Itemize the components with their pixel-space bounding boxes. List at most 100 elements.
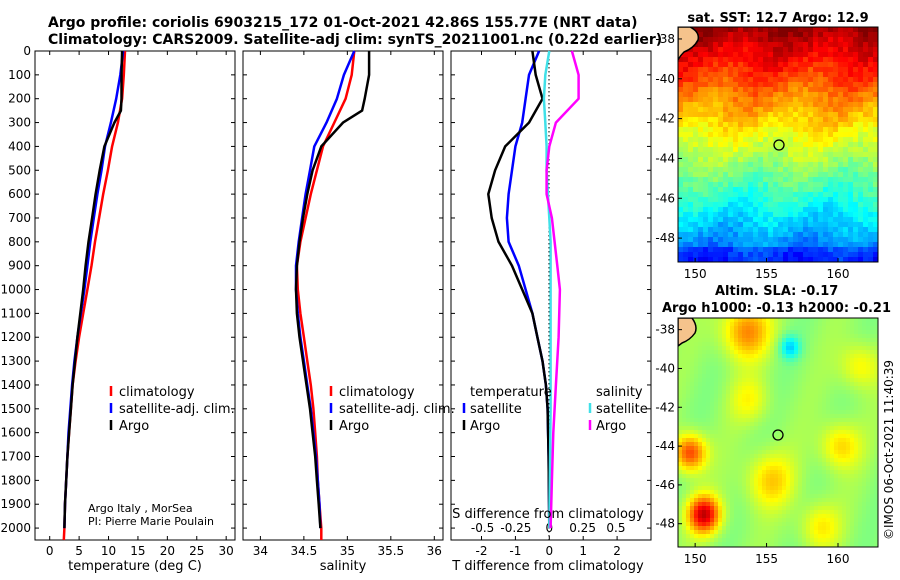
y-tick-label: 100: [8, 68, 31, 82]
series-line-t-argo: [487, 50, 551, 529]
y-tick-label: 1400: [0, 378, 31, 392]
map-y-tick-label: -42: [655, 112, 675, 126]
s-tick-label: -0.5: [471, 521, 494, 535]
sst-axes-box: [677, 26, 879, 263]
map-y-tick-label: -38: [655, 323, 675, 337]
y-tick-label: 1800: [0, 473, 31, 487]
y-tick-label: 700: [8, 211, 31, 225]
series-line-climatology: [62, 50, 127, 541]
legend-title-temperature: temperature: [470, 385, 552, 400]
x-tick-label: 34: [253, 544, 268, 558]
map-x-tick-label: 150: [684, 552, 707, 566]
legend-label-satellite: satellite-adj. clim.: [339, 402, 455, 417]
x-tick-label: 34.5: [291, 544, 318, 558]
legend-title-salinity: salinity: [596, 385, 643, 400]
map-x-tick-label: 160: [827, 267, 850, 281]
sla-axes-box: [677, 317, 879, 548]
x-tick-label: 36: [427, 544, 442, 558]
y-tick-label: 900: [8, 259, 31, 273]
series-line-argo: [63, 50, 124, 529]
x-tick-label: -1: [509, 544, 521, 558]
temperature-panel: 0100200300400500600700800900100011001200…: [0, 44, 236, 574]
argo-float-marker: [773, 139, 785, 151]
y-tick-label: 1300: [0, 354, 31, 368]
map-y-tick-label: -44: [655, 439, 675, 453]
x-tick-label: 20: [160, 544, 175, 558]
sla-map-title-line2: Argo h1000: -0.13 h2000: -0.21: [662, 301, 891, 316]
x-tick-label: 5: [75, 544, 83, 558]
credit-pi: PI: Pierre Marie Poulain: [88, 515, 214, 528]
y-tick-label: 1900: [0, 497, 31, 511]
legend-label-argo: Argo: [119, 419, 149, 434]
legend-label-t-satellite: satellite: [470, 402, 522, 417]
x-tick-label: 35: [340, 544, 355, 558]
legend-label-climatology: climatology: [119, 385, 195, 400]
salinity-legend: climatology satellite-adj. clim. Argo: [329, 385, 455, 434]
map-y-tick-label: -48: [655, 231, 675, 245]
temperature-legend: climatology satellite-adj. clim. Argo: [109, 385, 235, 434]
y-tick-label: 1600: [0, 426, 31, 440]
y-tick-label: 2000: [0, 521, 31, 535]
salinity-xlabel: salinity: [320, 559, 367, 574]
y-tick-label: 1700: [0, 450, 31, 464]
map-y-tick-label: -42: [655, 400, 675, 414]
x-tick-label: 15: [130, 544, 145, 558]
temperature-axes-box: [34, 50, 236, 541]
map-y-tick-label: -38: [655, 32, 675, 46]
map-x-tick-label: 155: [755, 267, 778, 281]
s-tick-label: 0.5: [606, 521, 625, 535]
x-tick-label: 2: [613, 544, 621, 558]
series-line-s-argo: [545, 50, 580, 529]
sst-map-title: sat. SST: 12.7 Argo: 12.9: [687, 11, 868, 26]
series-line-argo: [294, 51, 371, 529]
y-tick-label: 1000: [0, 283, 31, 297]
series-line-s-satellite: [542, 50, 552, 529]
y-tick-label: 400: [8, 139, 31, 153]
s-tick-label: -0.25: [500, 521, 531, 535]
y-tick-label: 800: [8, 235, 31, 249]
legend-label-s-argo: Argo: [596, 419, 626, 434]
series-line-satellite-adj-clim-: [294, 50, 356, 529]
map-x-tick-label: 150: [684, 267, 707, 281]
y-tick-label: 300: [8, 116, 31, 130]
figure-title-line1: Argo profile: coriolis 6903215_172 01-Oc…: [48, 15, 638, 31]
sla-map-panel: Altim. SLA: -0.17 Argo h1000: -0.13 h200…: [655, 284, 891, 566]
sla-heatmap: [678, 318, 878, 547]
x-tick-label: 1: [579, 544, 587, 558]
salinity-axes-box: [242, 50, 444, 541]
map-y-tick-label: -44: [655, 151, 675, 165]
difference-xlabel: T difference from climatology: [451, 559, 644, 574]
map-y-tick-label: -46: [655, 191, 675, 205]
sla-map-title-line1: Altim. SLA: -0.17: [715, 284, 838, 299]
legend-label-t-argo: Argo: [470, 419, 500, 434]
coastline: [678, 318, 697, 347]
legend-label-satellite: satellite-adj. clim.: [119, 402, 235, 417]
x-tick-label: 30: [219, 544, 234, 558]
salinity-panel: 34 34.5 35 35.5 36 salinity climatology sate…: [242, 50, 455, 574]
s-tick-label: 0.25: [569, 521, 596, 535]
argo-float-marker: [772, 429, 784, 441]
map-y-tick-label: -40: [655, 361, 675, 375]
x-tick-label: 0: [46, 544, 54, 558]
map-y-tick-label: -46: [655, 478, 675, 492]
map-y-tick-label: -40: [655, 72, 675, 86]
legend-label-climatology: climatology: [339, 385, 415, 400]
y-tick-label: 600: [8, 187, 31, 201]
y-tick-label: 1100: [0, 306, 31, 320]
y-tick-label: 0: [23, 44, 31, 58]
sst-heatmap: [678, 27, 878, 262]
y-tick-label: 500: [8, 163, 31, 177]
difference-panel: -2 -1 0 1 2-0.5 -0.25 0 0.25 0.5 T difference fr…: [450, 50, 652, 574]
difference-toplabel: S difference from climatology: [452, 507, 644, 522]
sst-map-panel: sat. SST: 12.7 Argo: 12.9 150 155 160 -38 -4…: [655, 11, 879, 281]
x-tick-label: 10: [101, 544, 116, 558]
map-x-tick-label: 160: [827, 552, 850, 566]
imos-credit: ©IMOS 06-Oct-2021 11:40:39: [882, 360, 896, 540]
x-tick-label: 25: [189, 544, 204, 558]
figure-title-line2: Climatology: CARS2009. Satellite-adj cli…: [48, 32, 663, 48]
y-tick-label: 200: [8, 92, 31, 106]
y-tick-label: 1200: [0, 330, 31, 344]
coastline: [678, 27, 700, 61]
x-tick-label: 35.5: [377, 544, 404, 558]
